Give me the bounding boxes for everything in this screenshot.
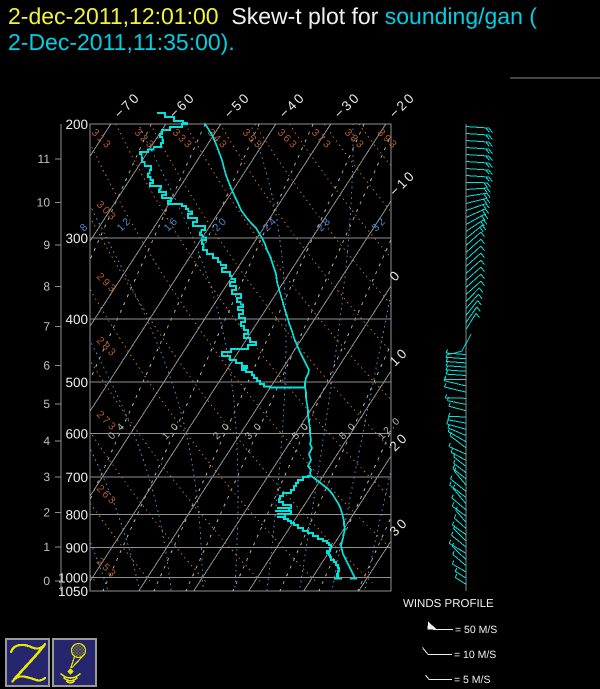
svg-text:3: 3 — [43, 470, 50, 484]
svg-text:0: 0 — [43, 574, 50, 588]
svg-text:6: 6 — [43, 359, 50, 373]
svg-text:800: 800 — [65, 507, 88, 522]
svg-text:= 50 M/S: = 50 M/S — [455, 624, 497, 636]
svg-text:700: 700 — [65, 470, 88, 485]
svg-text:1000: 1000 — [58, 570, 88, 585]
svg-text:2: 2 — [43, 506, 50, 520]
svg-text:600: 600 — [65, 426, 88, 441]
svg-text:200: 200 — [65, 117, 88, 132]
svg-text:10: 10 — [37, 196, 51, 210]
svg-text:8: 8 — [43, 279, 50, 293]
svg-text:7: 7 — [43, 320, 50, 334]
svg-text:5: 5 — [43, 397, 50, 411]
svg-text:11: 11 — [38, 152, 51, 166]
svg-text:= 10 M/S: = 10 M/S — [454, 649, 496, 661]
svg-text:2-dec-2011,12:01:00 Skew-t pl: 2-dec-2011,12:01:00 Skew-t plot for soun… — [8, 3, 537, 29]
svg-text:500: 500 — [65, 375, 88, 390]
svg-text:400: 400 — [65, 312, 88, 327]
svg-text:4: 4 — [43, 434, 50, 448]
svg-text:300: 300 — [65, 231, 88, 246]
svg-text:1: 1 — [43, 540, 50, 554]
svg-text:9: 9 — [43, 238, 50, 252]
svg-text:= 5 M/S: = 5 M/S — [454, 674, 490, 686]
svg-text:2-Dec-2011,11:35:00).: 2-Dec-2011,11:35:00). — [8, 29, 235, 55]
svg-text:1050: 1050 — [58, 584, 88, 599]
svg-text:WINDS PROFILE: WINDS PROFILE — [403, 598, 494, 610]
svg-text:900: 900 — [65, 541, 88, 556]
